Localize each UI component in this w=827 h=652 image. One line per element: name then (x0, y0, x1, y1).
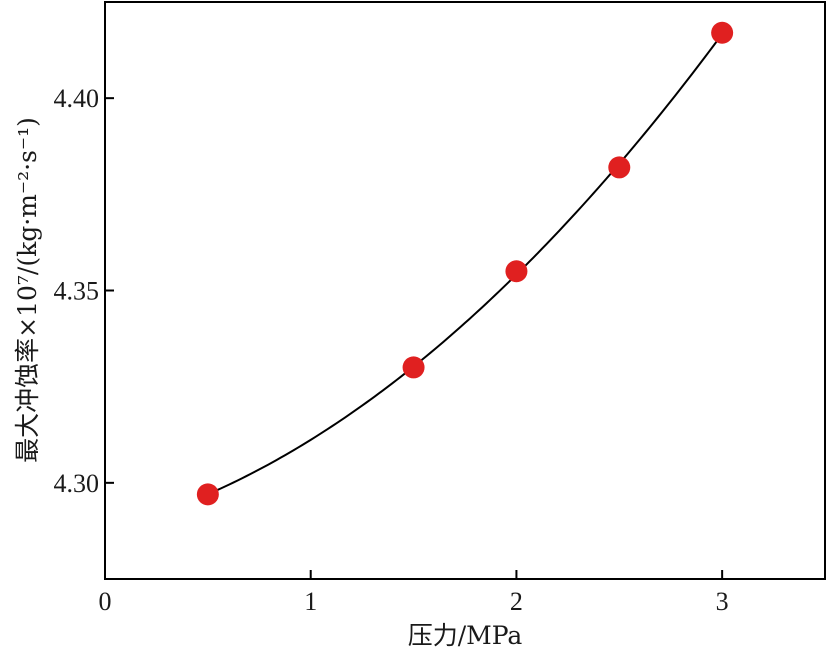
x-tick-label: 2 (510, 587, 523, 616)
data-point (608, 156, 631, 179)
data-point (402, 356, 425, 379)
data-point (711, 21, 734, 44)
y-axis-title: 最大冲蚀率×10⁷/(kg·m⁻²·s⁻¹) (13, 117, 42, 463)
data-point (505, 260, 528, 283)
y-tick-label: 4.40 (54, 84, 100, 113)
x-tick-label: 3 (716, 587, 729, 616)
y-tick-label: 4.35 (54, 277, 100, 306)
x-axis-title: 压力/MPa (408, 621, 523, 650)
axis-ticks: 0 1 2 3 4.30 4.35 4.40 (54, 84, 729, 616)
x-tick-label: 0 (99, 587, 112, 616)
fit-curve (207, 33, 723, 496)
y-tick-label: 4.30 (54, 469, 100, 498)
data-points (196, 21, 734, 506)
data-point (196, 483, 219, 506)
x-tick-label: 1 (304, 587, 317, 616)
